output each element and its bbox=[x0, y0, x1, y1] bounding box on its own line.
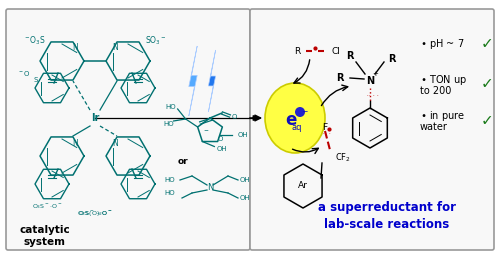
Polygon shape bbox=[189, 46, 197, 116]
Text: HO: HO bbox=[164, 190, 175, 196]
Text: O: O bbox=[218, 136, 222, 142]
Text: OH: OH bbox=[240, 195, 250, 201]
Text: CF$_2$: CF$_2$ bbox=[335, 152, 351, 164]
Text: catalytic
system: catalytic system bbox=[20, 225, 70, 247]
Text: HO: HO bbox=[163, 121, 173, 127]
Text: R: R bbox=[346, 51, 354, 61]
Text: HO: HO bbox=[165, 104, 175, 110]
Text: to 200: to 200 bbox=[420, 86, 452, 96]
Text: SO$_3$$^-$: SO$_3$$^-$ bbox=[145, 35, 167, 47]
Text: O$_3$S$^-$ – O$^-$: O$_3$S$^-$ – O$^-$ bbox=[77, 210, 113, 218]
Text: N: N bbox=[72, 44, 78, 52]
Ellipse shape bbox=[265, 83, 325, 153]
Text: N: N bbox=[112, 44, 118, 52]
Text: R: R bbox=[336, 73, 344, 83]
Polygon shape bbox=[208, 50, 216, 112]
Text: OH: OH bbox=[216, 146, 227, 152]
Text: Ir: Ir bbox=[91, 113, 99, 123]
Circle shape bbox=[295, 107, 305, 117]
Text: F: F bbox=[322, 123, 328, 132]
Text: +: + bbox=[372, 71, 378, 77]
Text: N: N bbox=[366, 76, 374, 86]
Text: $\bullet$ TON up: $\bullet$ TON up bbox=[420, 73, 467, 87]
Text: OH: OH bbox=[238, 132, 248, 138]
Text: $^-$: $^-$ bbox=[202, 127, 210, 135]
Text: Cl: Cl bbox=[331, 47, 340, 56]
Text: O: O bbox=[232, 114, 237, 120]
Text: OH: OH bbox=[240, 177, 250, 183]
Text: ✓: ✓ bbox=[480, 36, 494, 52]
Text: HO: HO bbox=[164, 177, 175, 183]
FancyBboxPatch shape bbox=[250, 9, 494, 250]
Text: a superreductant for
lab-scale reactions: a superreductant for lab-scale reactions bbox=[318, 202, 456, 231]
Text: ✓: ✓ bbox=[480, 77, 494, 92]
Text: $\mathbf{e}$: $\mathbf{e}$ bbox=[284, 111, 298, 129]
Text: $^-$: $^-$ bbox=[300, 109, 310, 119]
Text: S: S bbox=[34, 77, 38, 83]
Text: O$_3$S$^-$·O$^-$: O$_3$S$^-$·O$^-$ bbox=[32, 202, 62, 211]
Text: N: N bbox=[72, 139, 78, 148]
Text: water: water bbox=[420, 122, 448, 132]
Text: R: R bbox=[294, 47, 300, 56]
Text: $\bullet$ in pure: $\bullet$ in pure bbox=[420, 109, 465, 123]
Text: ✓: ✓ bbox=[480, 114, 494, 128]
Text: N: N bbox=[112, 139, 118, 148]
Text: $\bullet$ pH ~ 7: $\bullet$ pH ~ 7 bbox=[420, 37, 465, 51]
Text: R: R bbox=[388, 54, 396, 64]
Text: Ar: Ar bbox=[298, 181, 308, 190]
Text: or: or bbox=[178, 156, 188, 165]
Text: O$\cdot$S(O)$_2$O$^-$: O$\cdot$S(O)$_2$O$^-$ bbox=[78, 210, 112, 218]
Text: $\cdot\cdot\cdot\cdot$: $\cdot\cdot\cdot\cdot$ bbox=[366, 92, 380, 97]
Text: $\cdot\cdot\cdot$: $\cdot\cdot\cdot$ bbox=[322, 131, 332, 135]
Text: aq: aq bbox=[292, 123, 302, 132]
FancyBboxPatch shape bbox=[6, 9, 250, 250]
Text: $^-$O$_3$S: $^-$O$_3$S bbox=[22, 35, 46, 47]
Text: N: N bbox=[207, 184, 213, 193]
Text: $^-$O: $^-$O bbox=[16, 69, 30, 78]
